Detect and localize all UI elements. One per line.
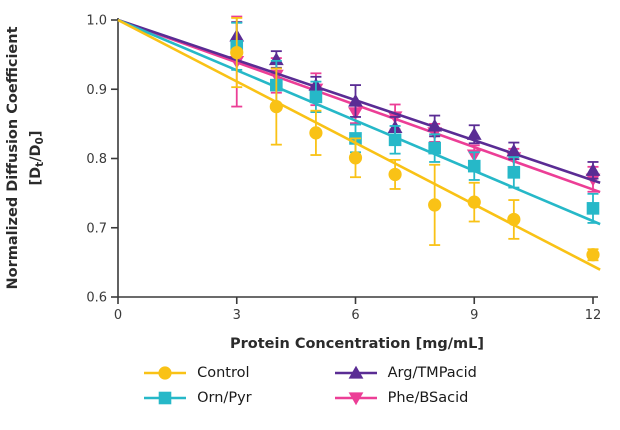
data-point bbox=[309, 90, 323, 104]
data-point bbox=[585, 163, 601, 176]
series-control bbox=[117, 17, 601, 271]
triangle-up-icon bbox=[334, 365, 377, 379]
legend-label: Arg/TMPacid bbox=[387, 365, 477, 381]
data-point bbox=[428, 198, 442, 212]
legend-entry-orn-pyr: Orn/Pyr bbox=[143, 389, 252, 407]
data-point bbox=[309, 126, 323, 140]
data-point bbox=[506, 143, 522, 157]
y-tick-label: 0.7 bbox=[86, 221, 107, 236]
y-axis-title-line1: Normalized Diffusion Coefficient bbox=[5, 26, 21, 289]
data-point bbox=[427, 118, 443, 132]
data-point bbox=[507, 166, 521, 179]
data-point bbox=[467, 195, 481, 209]
data-point bbox=[586, 202, 600, 215]
data-point bbox=[586, 248, 600, 262]
data-point bbox=[388, 133, 402, 147]
fit-line bbox=[117, 18, 601, 226]
x-tick-label: 3 bbox=[233, 308, 241, 323]
data-point bbox=[268, 52, 284, 66]
legend-marker bbox=[348, 365, 364, 379]
data-point bbox=[507, 212, 521, 227]
legend-entry-phe-bsacid: Phe/BSacid bbox=[334, 389, 477, 407]
legend-entry-arg-tmpacid: Arg/TMPacid bbox=[334, 364, 477, 382]
plot-area: 1.0 0.9 0.8 0.7 0.6 0 3 6 9 12 bbox=[86, 14, 601, 324]
chart-svg: 1.0 0.9 0.8 0.7 0.6 0 3 6 9 12 Protein Concentrat… bbox=[5, 14, 601, 353]
y-axis-title-line2: [Dt/D0] bbox=[28, 131, 46, 186]
x-tick-label: 9 bbox=[470, 308, 478, 323]
square-icon bbox=[144, 391, 187, 405]
legend-label: Control bbox=[197, 365, 250, 381]
data-point bbox=[467, 159, 481, 173]
circle-icon bbox=[144, 366, 187, 380]
series-orn-pyr bbox=[117, 18, 601, 226]
data-point bbox=[348, 93, 363, 107]
data-point bbox=[269, 99, 283, 114]
legend-label: Orn/Pyr bbox=[197, 390, 252, 406]
y-tick-label: 0.6 bbox=[86, 291, 107, 306]
x-tick-label: 6 bbox=[351, 308, 359, 323]
data-point bbox=[428, 141, 441, 155]
data-point bbox=[388, 167, 402, 182]
data-point bbox=[348, 151, 363, 165]
legend-entry-control: Control bbox=[143, 364, 251, 382]
x-axis-title: Protein Concentration [mg/mL] bbox=[230, 336, 484, 352]
data-point bbox=[466, 127, 482, 140]
y-tick-label: 1.0 bbox=[86, 14, 107, 29]
x-tick-label: 12 bbox=[585, 308, 602, 323]
legend-marker bbox=[158, 391, 172, 405]
y-tick-label: 0.8 bbox=[86, 152, 107, 167]
fit-line bbox=[117, 18, 601, 271]
data-point bbox=[230, 45, 244, 60]
legend-marker bbox=[158, 366, 172, 380]
legend-label: Phe/BSacid bbox=[387, 390, 469, 406]
x-tick-label: 0 bbox=[114, 308, 122, 323]
chart-legend: Control Orn/Pyr Arg/TMPacid Phe/BSacid bbox=[0, 364, 620, 407]
y-tick-label: 0.9 bbox=[86, 83, 107, 98]
legend-marker bbox=[348, 392, 364, 406]
triangle-down-icon bbox=[334, 392, 377, 406]
